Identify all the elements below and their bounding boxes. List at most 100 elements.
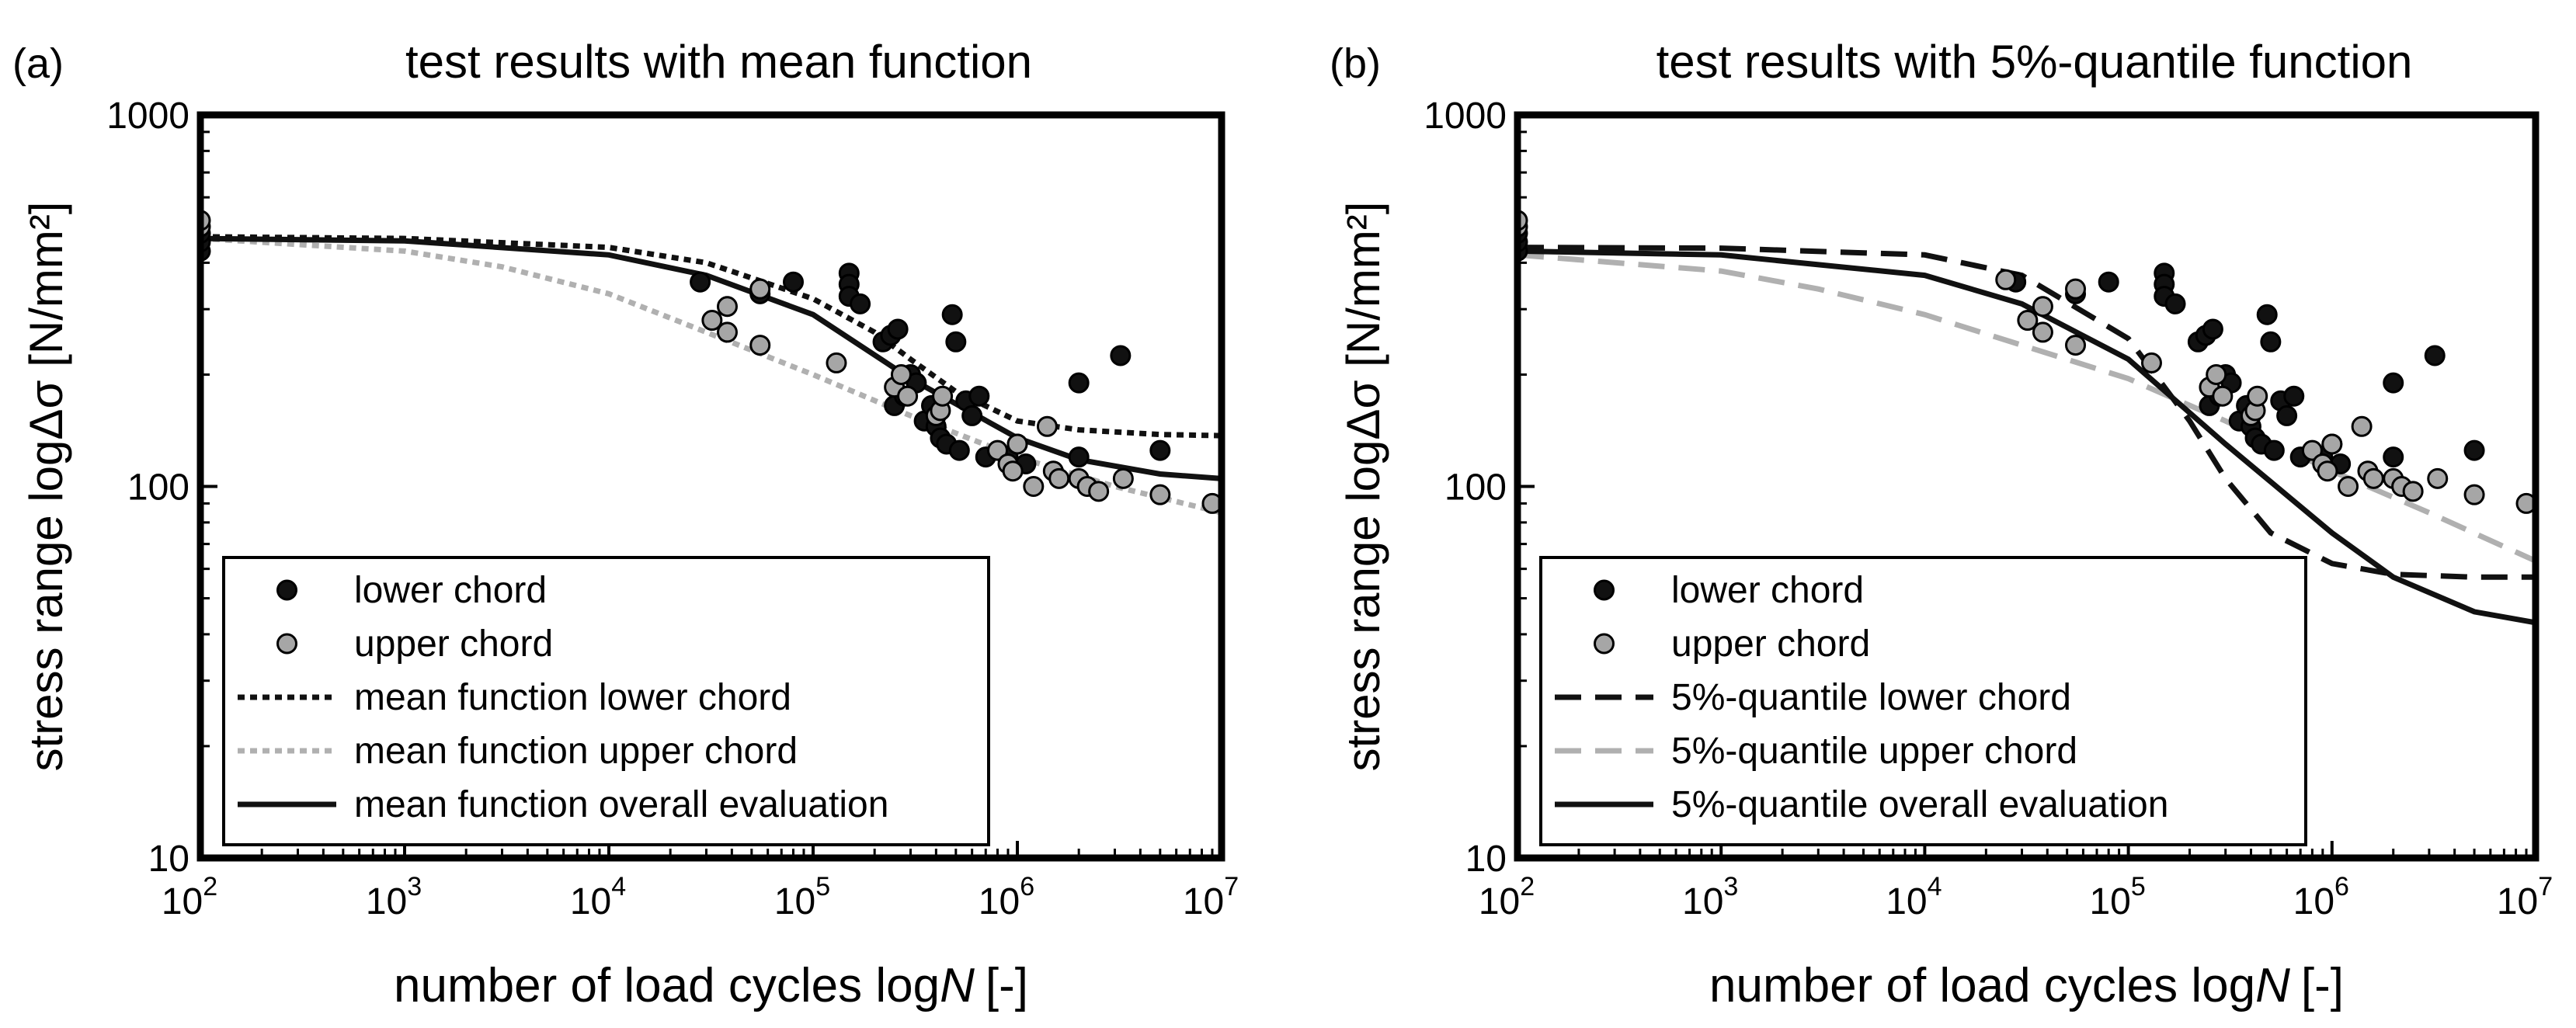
series-1-point: [2338, 476, 2359, 497]
series-1-point: [2017, 310, 2039, 332]
series-1-point: [826, 352, 847, 373]
series-1-point: [701, 310, 723, 332]
series-1-point: [2065, 278, 2087, 300]
legend-marker: [276, 579, 297, 601]
chart-title: test results with mean function: [405, 36, 1032, 88]
series-0-point: [1068, 372, 1090, 394]
y-tick-label: 1000: [106, 96, 189, 137]
series-1-point: [2515, 492, 2536, 514]
series-0-point: [2256, 304, 2278, 325]
series-0-point: [887, 318, 909, 340]
legend-label: mean function overall evaluation: [354, 784, 888, 825]
legend-label: lower chord: [1671, 570, 1864, 611]
series-1-point: [2247, 385, 2268, 407]
panel-b: (b) test results with 5%-quantile functio…: [1330, 36, 2553, 1012]
series-1-point: [2427, 467, 2449, 489]
series-1-point: [2065, 335, 2087, 356]
x-tick-label: 107: [2497, 872, 2553, 922]
plot-frame: [196, 111, 1225, 862]
series-0-point: [941, 304, 963, 325]
legend: lower chord upper chord 5%-quantile lower …: [1539, 556, 2307, 846]
x-tick-label: 105: [774, 872, 830, 922]
series-1-point: [1023, 476, 1045, 497]
series-1-point: [749, 335, 771, 356]
x-tick-label: 107: [1183, 872, 1239, 922]
series-1-point: [1006, 433, 1028, 455]
series-0-point: [2283, 385, 2305, 407]
series-1-point: [897, 385, 919, 407]
series-1-point: [2321, 433, 2343, 455]
plot-area: [200, 210, 1222, 516]
y-tick-label: 100: [127, 467, 189, 509]
series-1-point: [2317, 460, 2338, 482]
series-0-point: [2263, 439, 2285, 461]
y-axis-label: stress range logΔσ [N/mm²]: [1337, 202, 1389, 772]
y-tick-label: 10: [148, 839, 189, 880]
legend-label: 5%-quantile overall evaluation: [1671, 784, 2168, 825]
y-tick-label: 10: [1465, 839, 1507, 880]
series-0-point: [945, 331, 967, 353]
legend-label: lower chord: [354, 570, 547, 611]
chart-title: test results with 5%-quantile function: [1656, 36, 2413, 88]
panel-a: (a) test results with mean function 102 103…: [12, 36, 1239, 1012]
x-tick-label: 102: [1479, 872, 1535, 922]
series-0-point: [2463, 439, 2485, 461]
series-0-point: [1110, 345, 1132, 366]
legend-label: upper chord: [1671, 623, 1870, 665]
series-0-point: [2164, 293, 2186, 314]
series-1-point: [2212, 385, 2234, 407]
series-1-point: [2463, 484, 2485, 505]
series-2-curve: [1517, 245, 2536, 580]
series-0-point: [1149, 439, 1171, 461]
panel-label: (a): [12, 40, 64, 87]
panel-label: (b): [1330, 40, 1381, 87]
x-tick-label: 106: [979, 872, 1034, 922]
series-4-curve: [200, 235, 1222, 481]
series-1-point: [2140, 352, 2162, 373]
series-1-point: [2351, 415, 2373, 437]
x-tick-label: 106: [2293, 872, 2349, 922]
series-1-point: [1995, 269, 2017, 290]
series-0-point: [2383, 446, 2404, 468]
series-0-point: [783, 271, 805, 293]
series-1-point: [1048, 467, 1070, 489]
series-0-point: [690, 271, 711, 293]
y-axis-label: stress range logΔσ [N/mm²]: [20, 202, 72, 772]
x-tick-label: 102: [162, 872, 217, 922]
legend-marker: [1594, 579, 1615, 601]
x-tick-label: 103: [1682, 872, 1738, 922]
series-1-point: [1112, 467, 1134, 489]
x-tick-label: 103: [366, 872, 422, 922]
series-1-point: [716, 321, 738, 343]
x-axis-label: number of load cycles logN [-]: [1709, 959, 2344, 1012]
legend-label: 5%-quantile lower chord: [1671, 677, 2071, 718]
legend-marker: [276, 633, 297, 655]
legend-label: upper chord: [354, 623, 553, 665]
series-0-point: [968, 385, 990, 407]
series-1-point: [2206, 363, 2227, 385]
series-1-point: [716, 296, 738, 318]
series-1-point: [1036, 415, 1058, 437]
y-tick-label: 100: [1444, 467, 1507, 509]
series-1-point: [749, 278, 771, 300]
legend-label: mean function lower chord: [354, 677, 791, 718]
legend-box: [1539, 556, 2307, 846]
series-0-point: [2098, 271, 2119, 293]
series-1-point: [1149, 484, 1171, 505]
series-1-point: [2402, 481, 2424, 502]
series-1-point: [2301, 439, 2323, 461]
plot-frame: [1514, 111, 2539, 862]
x-tick-label: 104: [1886, 872, 1942, 922]
series-0-point: [961, 405, 983, 426]
series-1-point: [1002, 460, 1024, 482]
series-1-point: [2032, 296, 2053, 318]
plot-area: [1517, 210, 2536, 626]
legend: lower chord upper chord mean function lowe…: [222, 556, 990, 846]
series-0-point: [2202, 318, 2223, 340]
series-0-point: [2260, 331, 2282, 353]
series-3-curve: [1517, 252, 2536, 564]
series-1-point: [2362, 467, 2384, 489]
series-1-point: [2032, 321, 2053, 343]
series-0-point: [2424, 345, 2446, 366]
